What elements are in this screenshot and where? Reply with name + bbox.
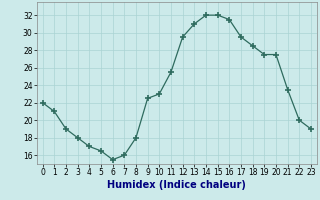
X-axis label: Humidex (Indice chaleur): Humidex (Indice chaleur) xyxy=(108,180,246,190)
